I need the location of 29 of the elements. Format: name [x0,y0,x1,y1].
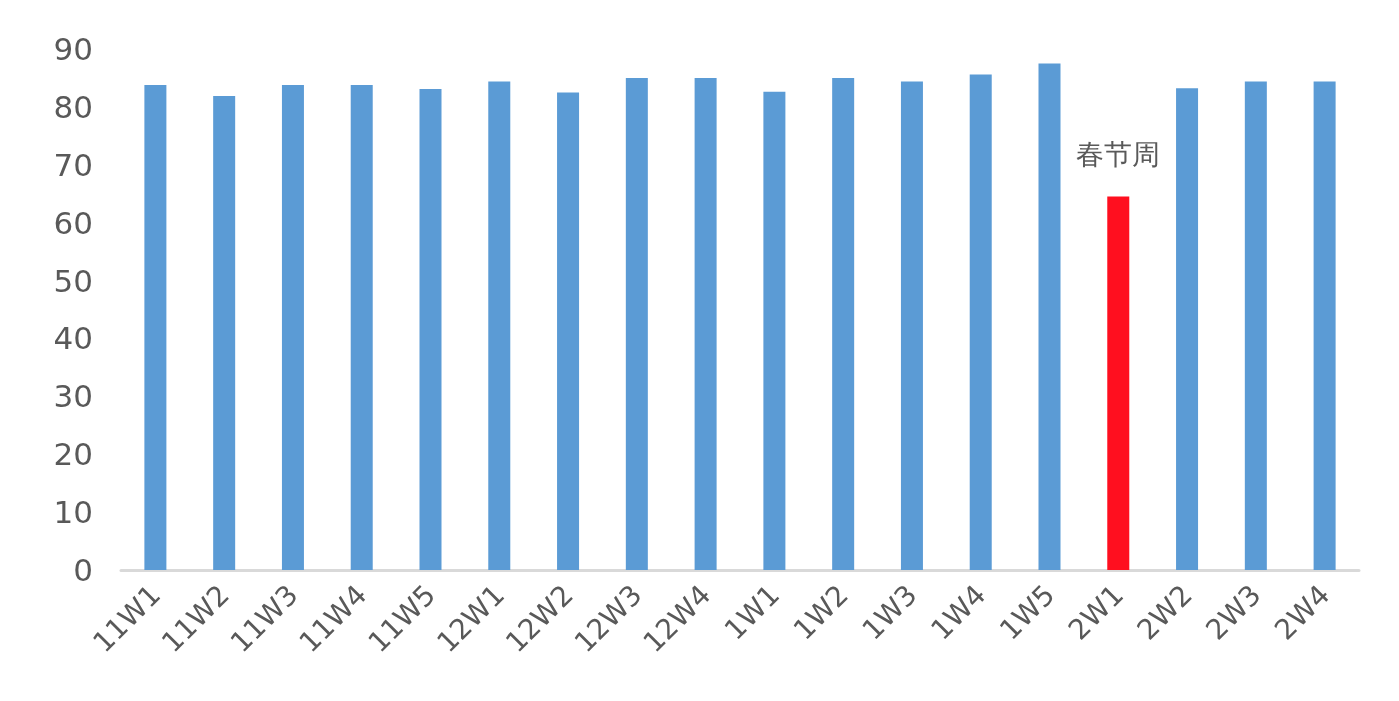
y-tick-label: 50 [53,262,93,299]
bar [557,92,580,570]
bar [144,84,167,570]
y-tick-label: 30 [53,378,93,415]
y-tick-label: 60 [53,204,93,241]
bar [419,88,442,570]
bar [625,77,648,570]
bar [900,81,923,570]
bar [281,84,304,570]
y-tick-label: 80 [53,88,93,125]
bar [1313,81,1336,570]
bar [350,84,373,570]
bar [832,77,855,570]
bar [763,91,786,570]
bar [1244,81,1267,570]
bar [213,95,236,570]
annotation: 春节周 [1076,138,1161,172]
y-tick-label: 10 [53,494,93,531]
y-tick-label: 90 [53,31,93,67]
y-tick-label: 70 [53,146,93,183]
bar [488,81,511,570]
bar [1176,88,1199,570]
bar [1038,63,1061,570]
y-tick-label: 0 [73,552,93,588]
bar [969,74,992,570]
y-tick-label: 20 [53,436,93,473]
bar [694,77,717,570]
y-tick-label: 40 [53,320,93,357]
bar [1107,196,1130,570]
